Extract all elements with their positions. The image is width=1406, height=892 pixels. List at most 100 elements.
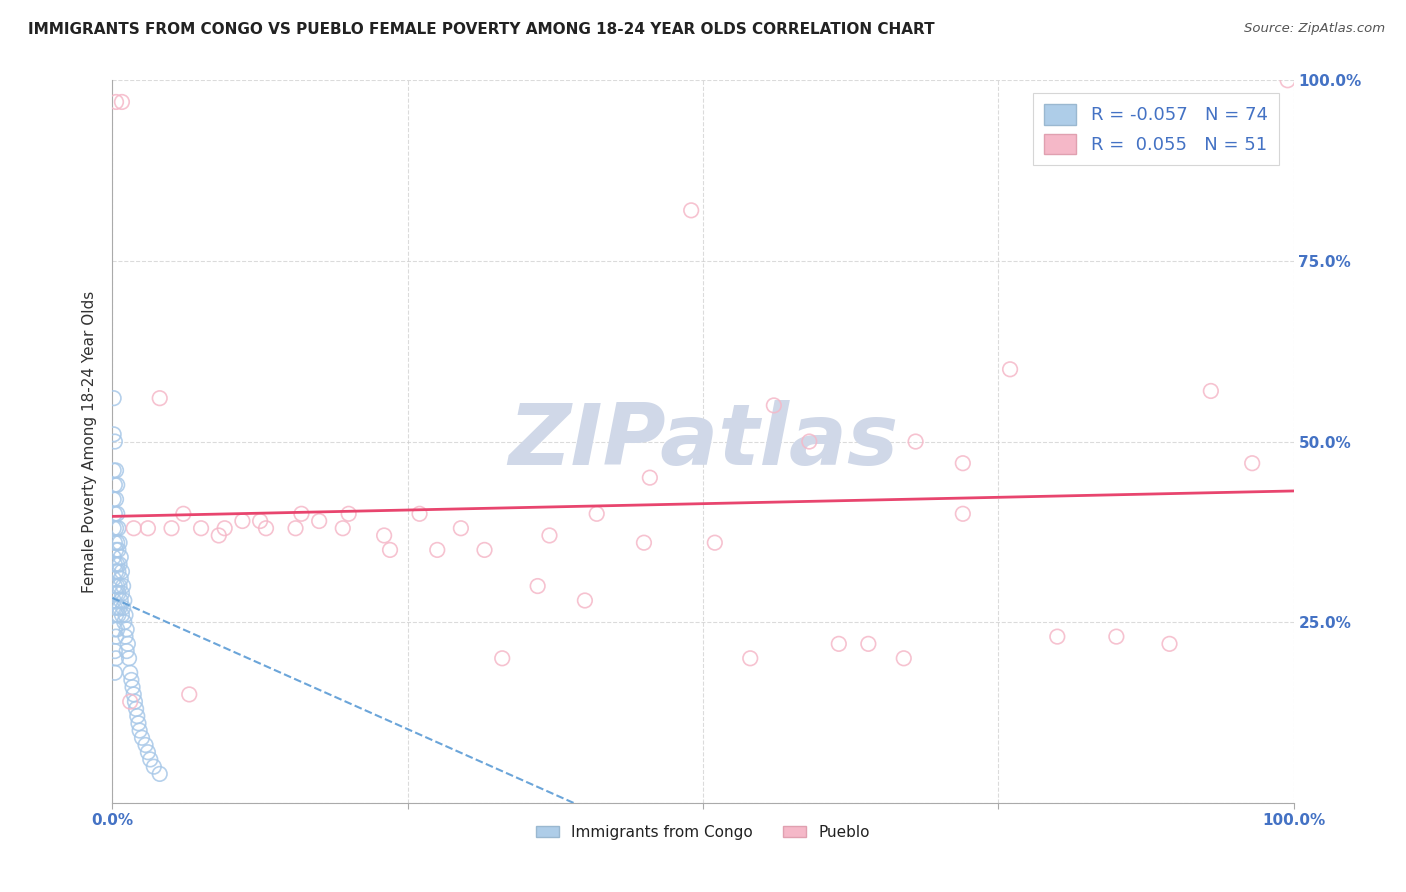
Point xyxy=(105,579,128,593)
Point xyxy=(110,572,132,586)
Point xyxy=(633,535,655,549)
Point xyxy=(105,651,128,665)
Point xyxy=(799,434,821,449)
Point xyxy=(1277,73,1299,87)
Point xyxy=(681,203,703,218)
Text: IMMIGRANTS FROM CONGO VS PUEBLO FEMALE POVERTY AMONG 18-24 YEAR OLDS CORRELATION: IMMIGRANTS FROM CONGO VS PUEBLO FEMALE P… xyxy=(28,22,935,37)
Point xyxy=(408,507,430,521)
Point xyxy=(112,615,135,630)
Point xyxy=(108,600,131,615)
Point xyxy=(254,521,277,535)
Point xyxy=(105,542,128,557)
Point xyxy=(110,593,132,607)
Point xyxy=(105,492,128,507)
Point xyxy=(112,600,135,615)
Point xyxy=(638,470,661,484)
Point xyxy=(135,738,157,752)
Point xyxy=(149,767,172,781)
Point xyxy=(105,478,128,492)
Point xyxy=(103,550,125,565)
Point xyxy=(136,745,159,759)
Point xyxy=(128,723,150,738)
Point xyxy=(120,695,142,709)
Point xyxy=(574,593,596,607)
Point xyxy=(231,514,253,528)
Point xyxy=(124,695,146,709)
Point xyxy=(125,702,148,716)
Point xyxy=(122,521,145,535)
Point xyxy=(127,709,149,723)
Point xyxy=(142,760,165,774)
Point xyxy=(105,565,128,579)
Point xyxy=(538,528,561,542)
Point xyxy=(131,731,153,745)
Point xyxy=(160,521,183,535)
Point xyxy=(337,507,360,521)
Y-axis label: Female Poverty Among 18-24 Year Olds: Female Poverty Among 18-24 Year Olds xyxy=(82,291,97,592)
Point xyxy=(858,637,880,651)
Point xyxy=(107,586,129,600)
Point xyxy=(105,586,128,600)
Point xyxy=(308,514,330,528)
Point xyxy=(190,521,212,535)
Point xyxy=(103,427,125,442)
Point xyxy=(585,507,607,521)
Point xyxy=(1199,384,1222,398)
Point xyxy=(104,665,127,680)
Point xyxy=(115,644,138,658)
Point xyxy=(526,579,548,593)
Point xyxy=(450,521,472,535)
Point xyxy=(115,623,138,637)
Point xyxy=(208,528,231,542)
Point xyxy=(284,521,307,535)
Point xyxy=(107,565,129,579)
Point xyxy=(110,550,132,565)
Point xyxy=(103,593,125,607)
Point xyxy=(249,514,271,528)
Point xyxy=(105,535,128,549)
Point xyxy=(332,521,354,535)
Point xyxy=(112,593,135,607)
Point xyxy=(108,535,131,549)
Point xyxy=(117,637,139,651)
Point xyxy=(139,752,162,766)
Point xyxy=(893,651,915,665)
Point xyxy=(1046,630,1069,644)
Point xyxy=(111,95,134,109)
Point xyxy=(104,600,127,615)
Point xyxy=(108,558,131,572)
Point xyxy=(179,687,201,701)
Point xyxy=(104,535,127,549)
Point xyxy=(105,558,128,572)
Point xyxy=(378,542,401,557)
Point xyxy=(762,398,785,412)
Point xyxy=(105,630,128,644)
Point xyxy=(105,600,128,615)
Point xyxy=(952,507,974,521)
Point xyxy=(108,579,131,593)
Point xyxy=(105,95,128,109)
Point xyxy=(127,716,149,731)
Point xyxy=(703,535,725,549)
Point xyxy=(120,665,142,680)
Point xyxy=(491,651,513,665)
Point xyxy=(104,507,127,521)
Point xyxy=(426,542,449,557)
Point xyxy=(118,651,141,665)
Point xyxy=(112,579,135,593)
Point xyxy=(103,572,125,586)
Point xyxy=(107,542,129,557)
Point xyxy=(105,623,128,637)
Point xyxy=(474,542,496,557)
Text: ZIPatlas: ZIPatlas xyxy=(508,400,898,483)
Point xyxy=(105,463,128,477)
Point xyxy=(214,521,236,535)
Point xyxy=(105,521,128,535)
Point xyxy=(105,607,128,622)
Point xyxy=(120,673,142,687)
Point xyxy=(104,644,127,658)
Point xyxy=(104,478,127,492)
Point xyxy=(122,687,145,701)
Point xyxy=(172,507,194,521)
Point xyxy=(1241,456,1264,470)
